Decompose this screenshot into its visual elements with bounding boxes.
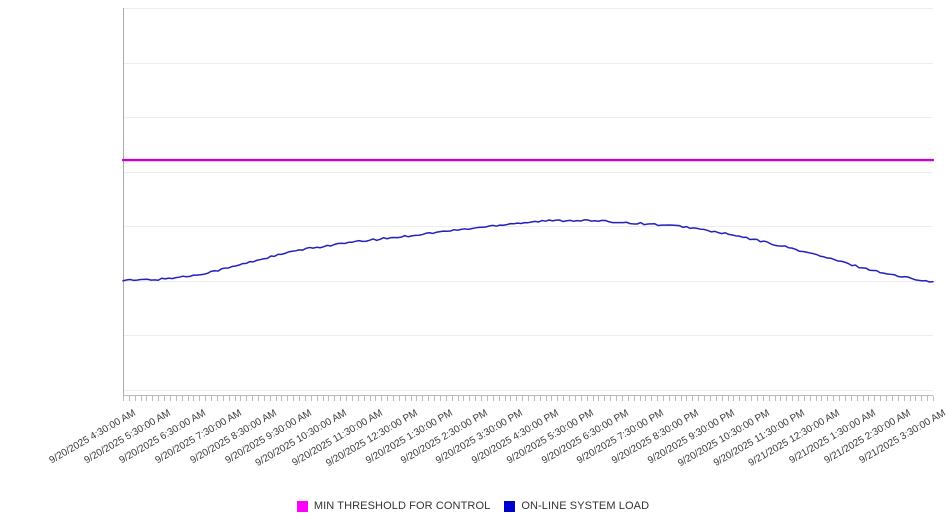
x-axis-ticks — [123, 396, 934, 401]
legend-label: MIN THRESHOLD FOR CONTROL — [313, 500, 491, 512]
legend-swatch-icon — [504, 500, 516, 512]
series-layer — [121, 158, 935, 283]
gridlines — [123, 8, 933, 391]
legend-item-1[interactable]: MIN THRESHOLD FOR CONTROL — [296, 500, 491, 512]
chart-legend: MIN THRESHOLD FOR CONTROL ON-LINE SYSTEM … — [0, 496, 946, 516]
plot-background — [123, 8, 933, 395]
legend-item-2[interactable]: ON-LINE SYSTEM LOAD — [504, 500, 649, 512]
legend-label: ON-LINE SYSTEM LOAD — [521, 500, 650, 512]
legend-swatch-icon — [296, 500, 308, 512]
series-line-2 — [122, 219, 934, 283]
